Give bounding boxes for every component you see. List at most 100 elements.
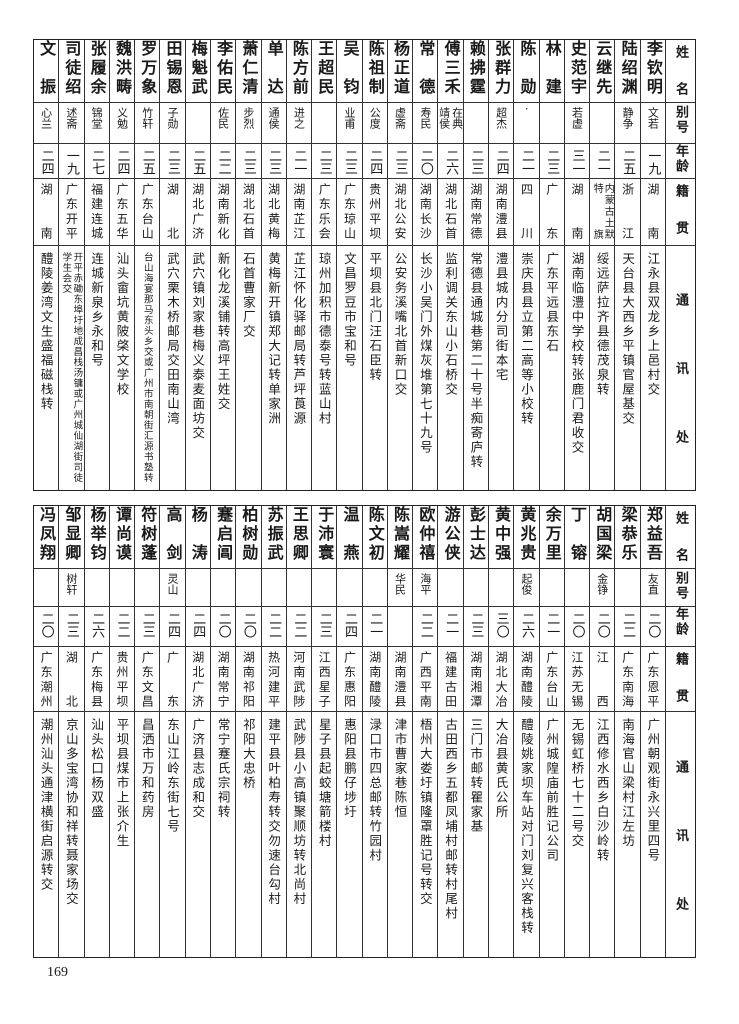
header-name-text: 姓名 — [673, 45, 688, 95]
person-column: 傅三禾 在典靖侯 二六 湖北石首 监利调关东山小石桥交 — [437, 40, 463, 490]
person-address: 武陟县小高镇聚顺坊转北尚村 — [287, 712, 311, 957]
person-address-text: 汕头松口杨双盛 — [89, 718, 105, 820]
person-native-place: 福建古田 — [438, 647, 463, 712]
person-address-text: 天台县大西乡平镇官屋基交 — [620, 252, 636, 426]
person-address-text: 琼州加积市德泰号转蓝山村 — [316, 252, 332, 426]
person-alias: 进之 — [286, 103, 312, 144]
person-address-text: 湖南临澧中学校转张鹿门君收交 — [569, 252, 585, 455]
person-native-place: 湖南 — [564, 179, 590, 246]
person-age: 二〇 — [236, 607, 261, 647]
person-native-place: 广东台山 — [539, 647, 564, 712]
person-alias — [539, 569, 564, 607]
person-column: 陈嵩耀 华民 湖南澧县 津市曹家巷陈恒 — [386, 506, 413, 957]
person-native-place-text: 贵州平坝 — [114, 651, 129, 707]
person-name-text: 冯凤翔 — [37, 506, 57, 560]
person-native-place-text: 广东开平 — [64, 183, 79, 239]
person-native-place: 广东 — [160, 647, 185, 712]
person-age: 二五 — [615, 144, 640, 179]
person-column: 符树蓬 二三 广东文昌 昌洒市万和药房 — [134, 506, 160, 957]
person-column: 陈文初 二一 湖南醴陵 渌口市四总邮转竹园村 — [361, 506, 387, 957]
person-column: 杨涛 二四 湖北广济 广济县志成和交 — [184, 506, 210, 957]
person-age-text: 二四 — [367, 149, 383, 175]
person-name-text: 萧仁清 — [239, 40, 259, 94]
person-alias-text: 灵山 — [166, 573, 180, 595]
header-address-text: 通讯处 — [673, 759, 688, 910]
person-name: 冯凤翔 — [33, 506, 59, 569]
person-address-text: 江永县双龙乡上邑村交 — [645, 252, 661, 397]
person-address-text: 监利调关东山小石桥交 — [443, 252, 459, 397]
person-age-text: 二〇 — [38, 612, 54, 638]
person-column: 萧仁清 步烈 二三 湖北石首 石首曹家厂交 — [235, 40, 261, 490]
person-alias — [33, 569, 59, 607]
person-address: 崇庆县县立第二高等小校转 — [514, 246, 538, 490]
person-address-text: 平坝县北门汪石臣转 — [367, 252, 383, 383]
person-native-place: 湖北大冶 — [489, 647, 514, 712]
person-native-place-text: 湖南 — [645, 183, 660, 239]
header-alias: 别号 — [666, 569, 695, 607]
person-address: 平坝县煤市上张介生 — [110, 712, 134, 957]
person-native-place: 湖南醴陵 — [362, 647, 387, 712]
person-address: 石首曹家厂交 — [236, 246, 260, 490]
person-address-text: 石首曹家厂交 — [240, 252, 256, 339]
person-age-text: 二五 — [139, 149, 155, 175]
person-age: 二四 — [160, 607, 185, 647]
person-native-place-text: 湖南澧县 — [393, 651, 408, 707]
person-name: 林建 — [539, 40, 564, 103]
person-native-place-text: 贵州平坝 — [367, 183, 382, 239]
person-age: 二三 — [387, 144, 413, 179]
person-age-text: 二三 — [468, 149, 484, 175]
person-native-place-text: 湖南芷江 — [291, 183, 306, 239]
person-column: 郑益吾 友直 二〇 广东恩平 广州朝观街永兴里四号 — [639, 506, 665, 957]
person-age-text: 三〇 — [493, 612, 509, 638]
person-name-text: 陈方前 — [289, 40, 309, 94]
person-alias-text: 锦堂 — [90, 107, 104, 129]
person-native-place-text: 热河建平 — [266, 651, 281, 707]
person-address-text: 津市曹家巷陈恒 — [392, 718, 408, 820]
person-age-text: 二一 — [518, 149, 534, 175]
person-name: 张群力 — [489, 40, 514, 103]
person-alias-text: 文若 — [646, 107, 660, 129]
person-age: 二三 — [236, 144, 261, 179]
person-age-text: 二四 — [114, 149, 130, 175]
person-alias — [135, 569, 160, 607]
person-native-place-text: 湖南澧县 — [494, 183, 509, 239]
person-alias: 竹轩 — [135, 103, 160, 144]
person-address-text: 建平县叶柏寿转交勿速台勾村 — [266, 718, 282, 907]
person-alias — [84, 569, 109, 607]
person-name: 司徒绍 — [59, 40, 84, 103]
person-column: 杨举钧 二六 广东梅县 汕头松口杨双盛 — [83, 506, 109, 957]
person-name-text: 单达 — [264, 40, 284, 94]
person-address: 江西修水西乡白沙岭转 — [590, 712, 614, 957]
person-alias: 佐民 — [210, 103, 236, 144]
person-name: 丁镕 — [564, 506, 590, 569]
person-name: 王思卿 — [286, 506, 312, 569]
person-alias: 锦堂 — [84, 103, 109, 144]
header-column: 姓名 别号 年龄 籍贯 通讯处 — [665, 506, 695, 957]
person-alias: 海平 — [413, 569, 438, 607]
person-name: 郑益吾 — [640, 506, 665, 569]
person-address: 文昌罗豆市宝和号 — [337, 246, 361, 490]
person-native-place: 湖北广济 — [185, 179, 210, 246]
person-name: 吴钧 — [337, 40, 362, 103]
person-native-place-text: 广东南海 — [620, 651, 635, 707]
person-alias: 静争 — [615, 103, 640, 144]
person-alias-text: 寿民 — [418, 107, 432, 129]
person-native-place: 江西星子 — [312, 647, 337, 712]
person-native-place-text: 湖北 — [165, 183, 180, 239]
person-alias: 通侯 — [261, 103, 286, 144]
person-name: 胡国梁 — [590, 506, 615, 569]
person-alias — [236, 569, 261, 607]
page-number: 169 — [47, 965, 68, 980]
header-alias: 别号 — [666, 103, 695, 144]
person-address: 广州城隍庙前胜记公司 — [540, 712, 564, 957]
person-age-text: 二六 — [89, 612, 105, 638]
person-name-text: 欧仲禧 — [416, 506, 436, 560]
person-address: 建平县叶柏寿转交勿速台勾村 — [262, 712, 286, 957]
person-native-place-text: 广东台山 — [544, 651, 559, 707]
person-alias: 树轩 — [59, 569, 84, 607]
person-native-place: 广西平南 — [413, 647, 438, 712]
person-address-text: 京山多宝湾协和祥转聂家场交 — [63, 718, 79, 907]
person-alias-text: 步烈 — [241, 107, 255, 129]
person-age: 二四 — [33, 144, 59, 179]
person-native-place: 湖南长沙 — [413, 179, 438, 246]
